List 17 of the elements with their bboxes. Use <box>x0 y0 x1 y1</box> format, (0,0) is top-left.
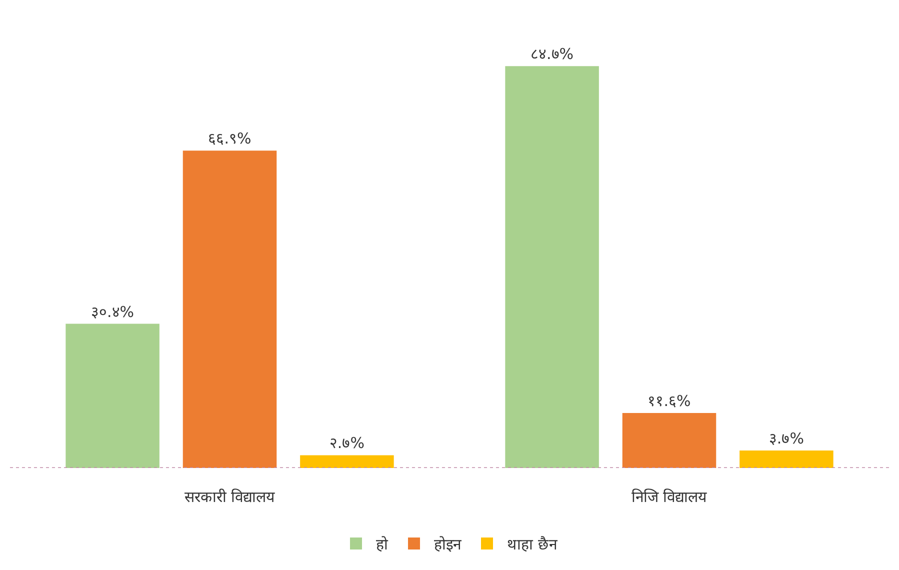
bar <box>66 324 160 468</box>
legend-label: थाहा छैन <box>507 535 558 554</box>
x-tick-label: निजि विद्यालय <box>631 488 708 506</box>
bar <box>740 450 834 468</box>
data-label: ८४.७% <box>530 45 574 64</box>
data-label: २.७% <box>329 434 364 452</box>
data-label: ३०.४% <box>91 302 134 321</box>
data-label: ३.७% <box>768 429 804 448</box>
bar <box>300 455 394 468</box>
legend-label: हो <box>376 535 389 554</box>
data-label: ११.६% <box>648 392 691 410</box>
data-label: ६६.९% <box>208 130 252 148</box>
bar <box>505 66 599 468</box>
bar <box>182 150 277 468</box>
legend-label: होइन <box>434 535 462 554</box>
bar <box>622 412 716 468</box>
x-tick-label: सरकारी विद्यालय <box>184 488 276 506</box>
